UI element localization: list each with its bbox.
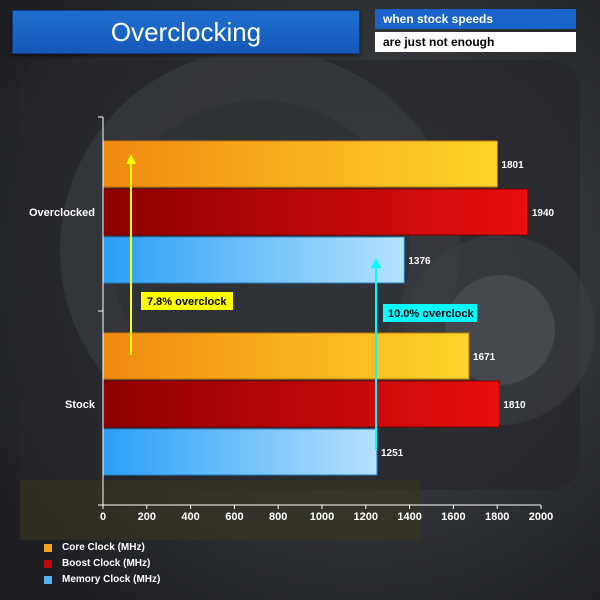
legend-label-boost: Boost Clock (MHz) bbox=[62, 558, 151, 569]
x-tick-label: 1200 bbox=[354, 511, 378, 523]
x-tick-label: 400 bbox=[181, 511, 199, 523]
data-label-memory-stock: 1251 bbox=[381, 448, 404, 459]
x-tick-label: 600 bbox=[225, 511, 243, 523]
subtitle-line-2: are just not enough bbox=[375, 32, 576, 52]
x-tick-label: 0 bbox=[100, 511, 106, 523]
arrowhead-core-overclock bbox=[126, 154, 136, 164]
x-tick-label: 1000 bbox=[310, 511, 334, 523]
data-label-core-overclocked: 1801 bbox=[501, 160, 524, 171]
arrowhead-memory-overclock bbox=[371, 258, 381, 268]
chart-title: Overclocking bbox=[12, 10, 360, 54]
legend-swatch-memory bbox=[44, 576, 52, 584]
legend-swatch-boost bbox=[44, 560, 52, 568]
x-tick-label: 800 bbox=[269, 511, 287, 523]
bar-memory-stock bbox=[102, 428, 378, 476]
bar-boost-stock bbox=[102, 380, 500, 428]
bar-core-overclocked bbox=[102, 140, 498, 188]
data-label-boost-overclocked: 1940 bbox=[532, 208, 555, 219]
legend-item-memory: Memory Clock (MHz) bbox=[44, 572, 160, 588]
annotation-memory-overclock: 10.0% overclock bbox=[388, 308, 474, 320]
legend-swatch-core bbox=[44, 544, 52, 552]
bar-memory-overclocked bbox=[102, 236, 405, 284]
x-tick-label: 200 bbox=[138, 511, 156, 523]
annotation-box-memory bbox=[383, 304, 477, 322]
legend-label-core: Core Clock (MHz) bbox=[62, 542, 145, 553]
x-tick-label: 2000 bbox=[529, 511, 553, 523]
x-tick-label: 1800 bbox=[485, 511, 509, 523]
legend-label-memory: Memory Clock (MHz) bbox=[62, 574, 161, 585]
data-label-core-stock: 1671 bbox=[473, 352, 496, 363]
legend-item-core: Core Clock (MHz) bbox=[44, 540, 160, 556]
category-label-stock: Stock bbox=[65, 399, 96, 411]
data-label-boost-stock: 1810 bbox=[503, 400, 526, 411]
data-label-memory-overclocked: 1376 bbox=[408, 256, 431, 267]
annotation-core-overclock: 7.8% overclock bbox=[147, 296, 227, 308]
annotation-box-core bbox=[141, 292, 233, 310]
bar-core-stock bbox=[102, 332, 470, 380]
bar-boost-overclocked bbox=[102, 188, 529, 236]
legend: Core Clock (MHz) Boost Clock (MHz) Memor… bbox=[44, 540, 160, 588]
category-label-overclocked: Overclocked bbox=[29, 207, 95, 219]
x-tick-label: 1400 bbox=[397, 511, 421, 523]
legend-item-boost: Boost Clock (MHz) bbox=[44, 556, 160, 572]
x-tick-label: 1600 bbox=[441, 511, 465, 523]
subtitle-line-1: when stock speeds bbox=[375, 9, 576, 29]
